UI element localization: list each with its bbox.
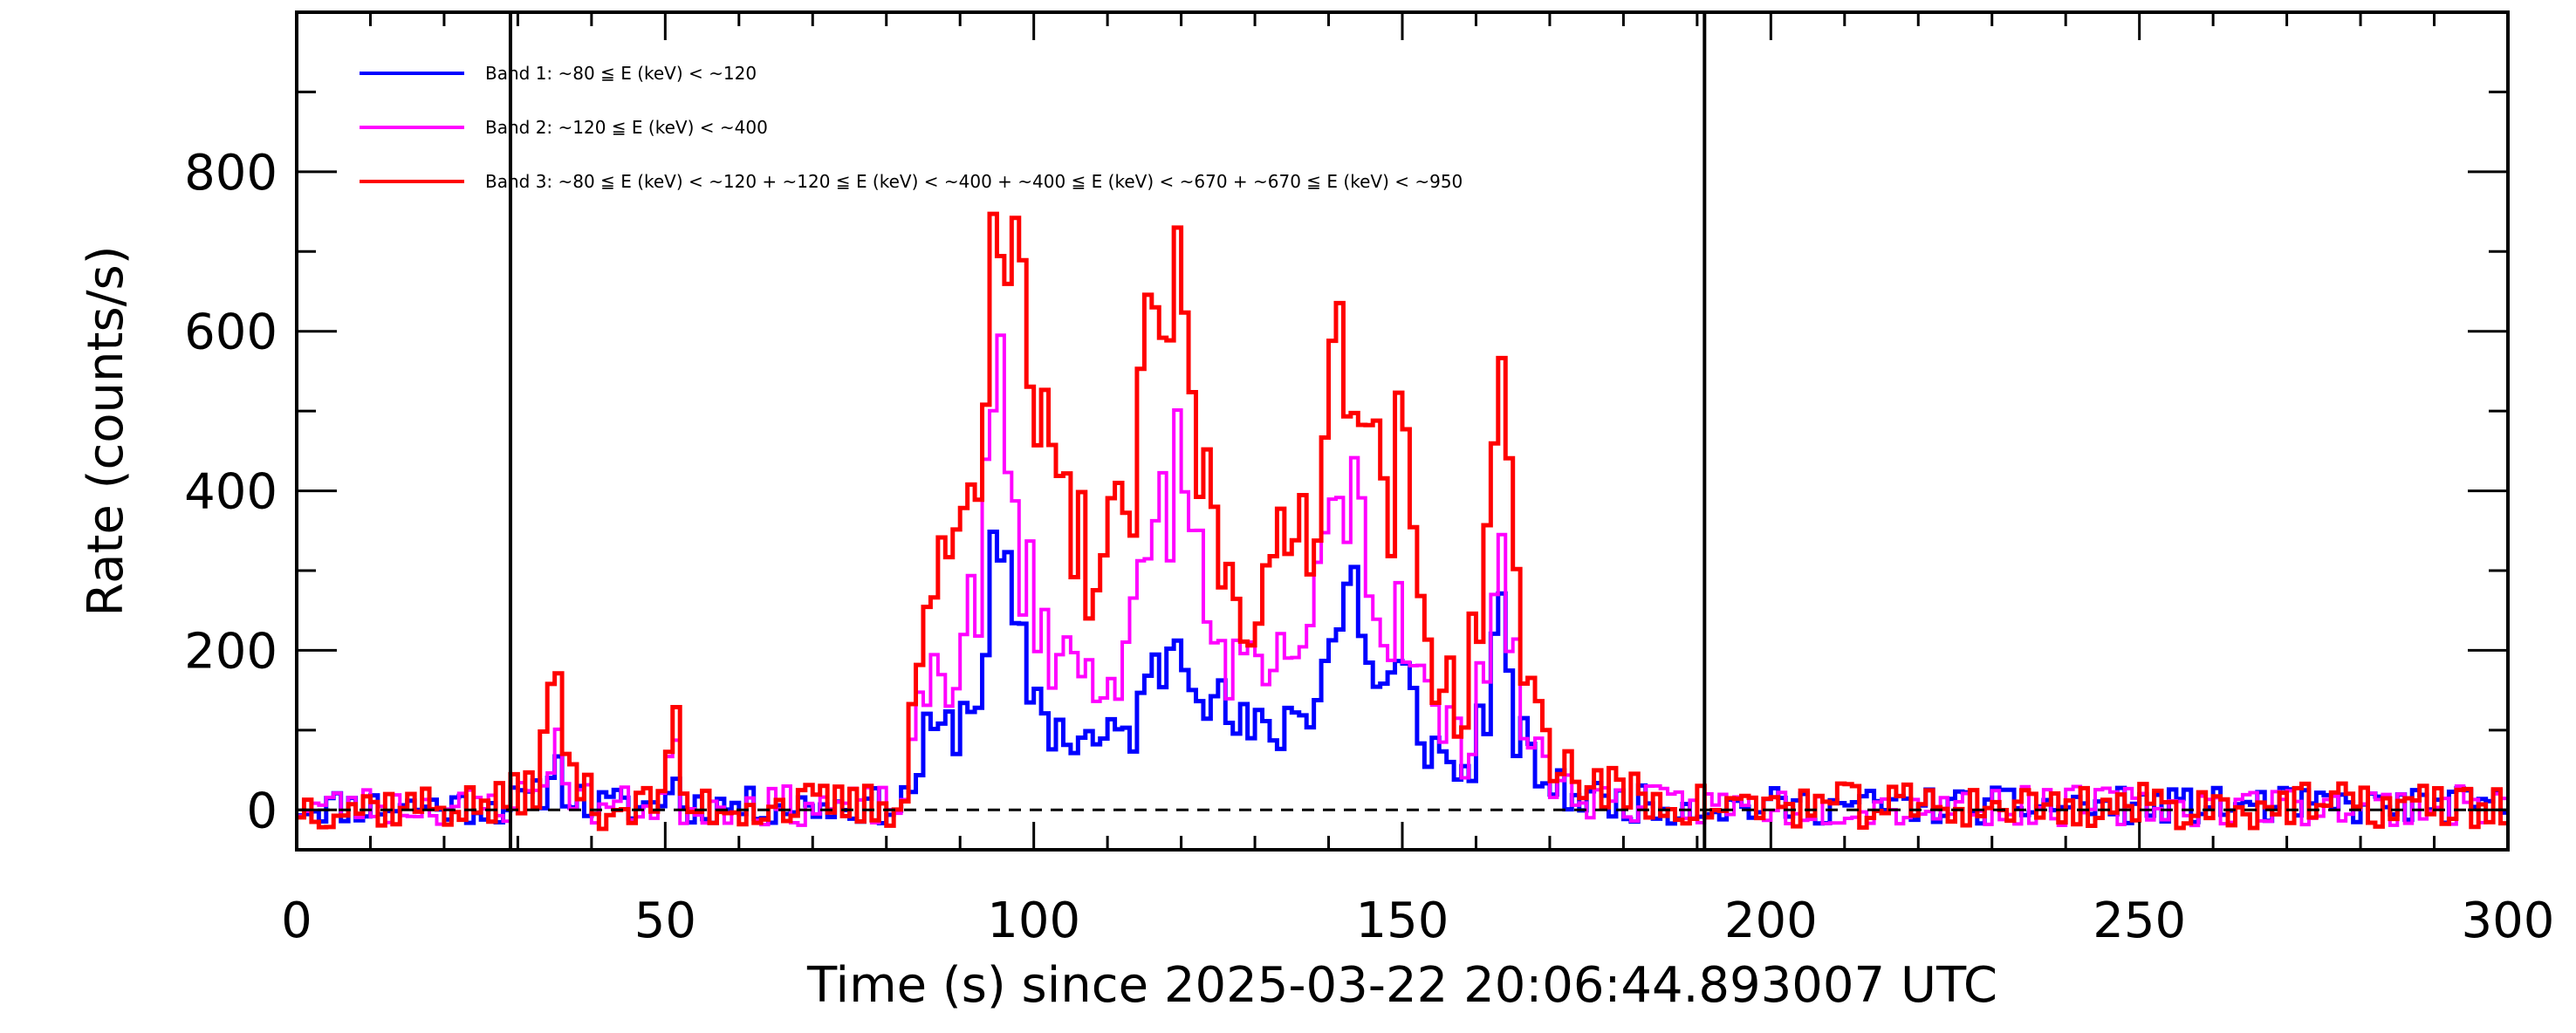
- x-tick-label: 0: [281, 893, 312, 949]
- y-axis-title: Rate (counts/s): [78, 245, 134, 616]
- x-tick-label: 100: [987, 893, 1080, 949]
- interval-markers: [508, 12, 1707, 850]
- y-tick-label: 800: [184, 145, 277, 202]
- series-layer: [297, 211, 2508, 831]
- legend-label-band-3: Band 3: ~80 ≦ E (keV) < ~120 + ~120 ≦ E …: [485, 171, 1463, 192]
- series-band-3: [297, 211, 2508, 831]
- axis-ticks: [295, 12, 2510, 850]
- x-tick-label: 250: [2093, 893, 2186, 949]
- y-tick-label: 200: [184, 623, 277, 680]
- y-tick-label: 400: [184, 464, 277, 521]
- x-tick-label: 50: [634, 893, 696, 949]
- y-tick-label: 0: [246, 783, 277, 839]
- legend-label-band-2: Band 2: ~120 ≦ E (keV) < ~400: [485, 117, 768, 138]
- x-axis-title: Time (s) since 2025-03-22 20:06:44.89300…: [806, 957, 1997, 1014]
- x-tick-label: 150: [1356, 893, 1449, 949]
- y-tick-label: 600: [184, 304, 277, 361]
- legend: Band 1: ~80 ≦ E (keV) < ~120 Band 2: ~12…: [360, 63, 1463, 192]
- legend-label-band-1: Band 1: ~80 ≦ E (keV) < ~120: [485, 63, 757, 84]
- x-tick-label: 200: [1724, 893, 1818, 949]
- axis-tick-labels: 0 50 100 150 200 250 300 0 200 400 600 800: [184, 145, 2554, 949]
- x-tick-label: 300: [2462, 893, 2555, 949]
- series-band-1: [297, 529, 2508, 826]
